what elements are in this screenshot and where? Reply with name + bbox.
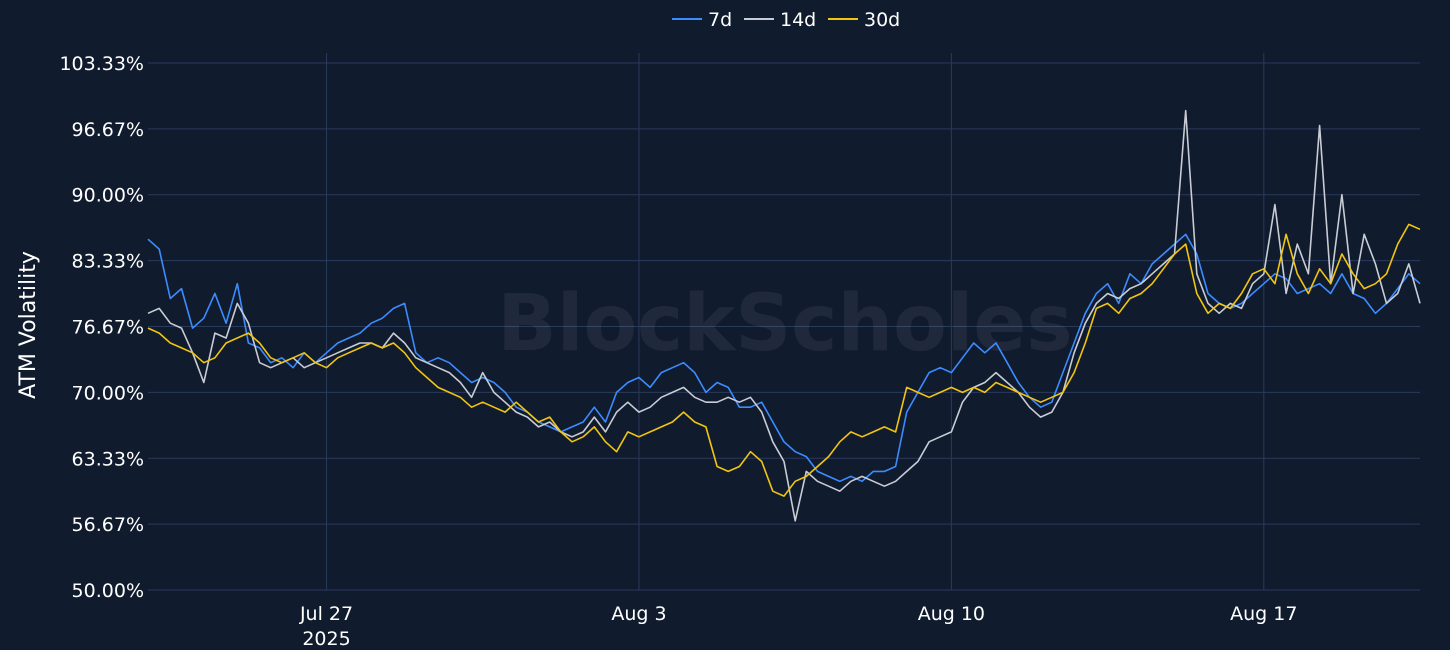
legend-label-7d: 7d xyxy=(708,9,732,31)
y-tick-label: 90.00% xyxy=(72,185,144,207)
x-tick-label: Aug 10 xyxy=(918,603,985,625)
legend-label-14d: 14d xyxy=(780,9,816,31)
x-tick-sublabel: 2025 xyxy=(302,628,350,650)
legend-label-30d: 30d xyxy=(864,9,900,31)
y-axis-tick-labels: 50.00% 56.67% 63.33% 70.00% 76.67% 83.33% 90.0… xyxy=(59,53,144,602)
y-tick-label: 56.67% xyxy=(72,514,144,536)
x-tick-label: Aug 17 xyxy=(1230,603,1297,625)
y-tick-label: 63.33% xyxy=(72,448,144,470)
y-tick-label: 70.00% xyxy=(72,382,144,404)
series-line-30d xyxy=(147,223,1421,497)
series-line-14d xyxy=(147,109,1421,522)
series-lines xyxy=(147,109,1421,522)
gridlines xyxy=(148,53,1420,591)
legend: 7d 14d 30d xyxy=(672,9,900,31)
y-axis-title: ATM Volatility xyxy=(16,251,41,399)
watermark: BlockScholes xyxy=(497,279,1072,369)
x-tick-label: Aug 3 xyxy=(611,603,666,625)
y-tick-label: 50.00% xyxy=(72,580,144,602)
x-axis-tick-labels: Jul 27 2025 Aug 3 Aug 10 Aug 17 xyxy=(299,603,1297,650)
x-tick-label: Jul 27 xyxy=(299,603,353,625)
y-tick-label: 103.33% xyxy=(59,53,144,75)
y-tick-label: 76.67% xyxy=(72,316,144,338)
y-tick-label: 83.33% xyxy=(72,251,144,273)
y-tick-label: 96.67% xyxy=(72,119,144,141)
series-line-7d xyxy=(147,233,1421,483)
